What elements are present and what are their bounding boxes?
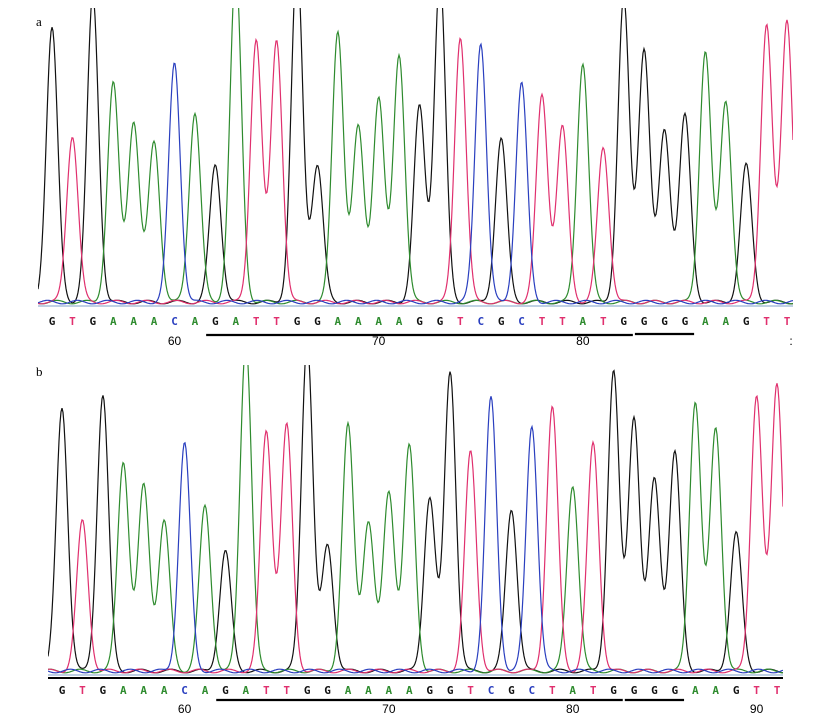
base-call: A — [355, 315, 362, 328]
base-call: C — [171, 315, 178, 328]
base-call: G — [610, 684, 617, 697]
base-call: G — [212, 315, 219, 328]
base-call: T — [600, 315, 607, 328]
base-call: C — [477, 315, 484, 328]
base-call: A — [335, 315, 342, 328]
base-call: A — [192, 315, 199, 328]
panel-label-b: b — [36, 364, 43, 379]
base-call: C — [181, 684, 188, 697]
base-call: A — [375, 315, 382, 328]
base-call: T — [283, 684, 290, 697]
base-call: C — [488, 684, 495, 697]
base-call: A — [232, 315, 239, 328]
base-call: C — [529, 684, 536, 697]
base-call: G — [59, 684, 66, 697]
trailing-mark: : — [789, 334, 792, 348]
base-call: T — [457, 315, 464, 328]
trace-group — [38, 8, 793, 305]
base-call: G — [508, 684, 515, 697]
base-call: G — [651, 684, 658, 697]
base-call: G — [426, 684, 433, 697]
base-call: A — [406, 684, 413, 697]
base-call: G — [324, 684, 331, 697]
position-tick-label: 60 — [178, 702, 192, 716]
base-call: T — [79, 684, 86, 697]
position-tick-label: 60 — [168, 334, 182, 348]
base-call: G — [631, 684, 638, 697]
base-call: A — [161, 684, 168, 697]
base-call: A — [120, 684, 127, 697]
base-call: T — [774, 684, 781, 697]
base-call: A — [140, 684, 147, 697]
trace-C — [38, 42, 793, 305]
trace-T — [38, 19, 793, 305]
base-call: G — [314, 315, 321, 328]
base-call: G — [416, 315, 423, 328]
base-call: T — [763, 315, 770, 328]
base-call: A — [345, 684, 352, 697]
panel-a-chromatogram: G T G A A A C A G A T T G G A A A A G G T C G C T T A T G G G G A A G T T60 7… — [38, 8, 793, 348]
base-call: G — [222, 684, 229, 697]
base-call: A — [386, 684, 393, 697]
base-call: G — [304, 684, 311, 697]
position-tick-label: 70 — [372, 334, 386, 348]
position-tick-label: 90 — [750, 702, 764, 716]
base-call: A — [396, 315, 403, 328]
base-call: G — [498, 315, 505, 328]
trace-A — [48, 365, 783, 674]
base-call: G — [672, 684, 679, 697]
base-call: G — [682, 315, 689, 328]
base-call: G — [49, 315, 56, 328]
base-call: T — [69, 315, 76, 328]
base-call: A — [722, 315, 729, 328]
base-call: A — [712, 684, 719, 697]
base-call: A — [130, 315, 137, 328]
base-call: T — [273, 315, 280, 328]
base-call: G — [447, 684, 454, 697]
base-call: A — [202, 684, 209, 697]
base-call: T — [467, 684, 474, 697]
base-call: G — [641, 315, 648, 328]
trace-C — [48, 396, 783, 674]
base-call: G — [620, 315, 627, 328]
base-call: A — [702, 315, 709, 328]
base-call: A — [569, 684, 576, 697]
base-call: A — [580, 315, 587, 328]
trace-group — [48, 365, 783, 674]
base-call: G — [90, 315, 97, 328]
trace-T — [48, 383, 783, 674]
base-call: G — [733, 684, 740, 697]
base-call: C — [518, 315, 525, 328]
base-call: A — [151, 315, 158, 328]
base-call: G — [100, 684, 107, 697]
position-tick-label: 70 — [382, 702, 396, 716]
position-tick-label: 80 — [566, 702, 580, 716]
base-call: T — [539, 315, 546, 328]
trace-G — [48, 365, 783, 674]
base-call: T — [253, 315, 260, 328]
base-call: T — [559, 315, 566, 328]
base-call: T — [753, 684, 760, 697]
panel-b-chromatogram: G T G A A A C A G A T T G G A A A A G G T C G C T A T G G G G A A G T T60 70… — [48, 365, 783, 716]
base-call: G — [294, 315, 301, 328]
base-call: G — [661, 315, 668, 328]
base-call: G — [437, 315, 444, 328]
base-call: A — [692, 684, 699, 697]
base-call: T — [784, 315, 791, 328]
base-call: T — [263, 684, 270, 697]
base-call: A — [110, 315, 117, 328]
base-call: T — [590, 684, 597, 697]
position-tick-label: 80 — [576, 334, 590, 348]
base-call: T — [549, 684, 556, 697]
panel-label-a: a — [36, 14, 42, 29]
base-call: A — [243, 684, 250, 697]
base-call: A — [365, 684, 372, 697]
base-call: G — [743, 315, 750, 328]
